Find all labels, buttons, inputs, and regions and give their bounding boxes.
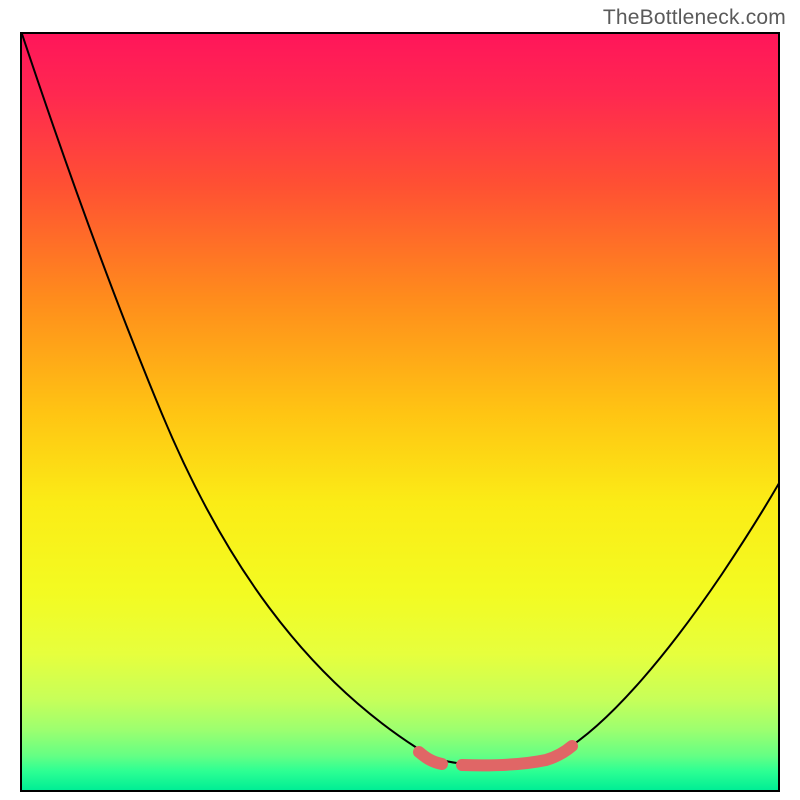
chart-canvas: TheBottleneck.com — [0, 0, 800, 800]
curve-layer — [22, 34, 778, 790]
watermark-text: TheBottleneck.com — [603, 6, 786, 30]
highlight-segment — [419, 746, 572, 765]
plot-area — [20, 32, 780, 792]
bottleneck-curve — [22, 34, 778, 764]
